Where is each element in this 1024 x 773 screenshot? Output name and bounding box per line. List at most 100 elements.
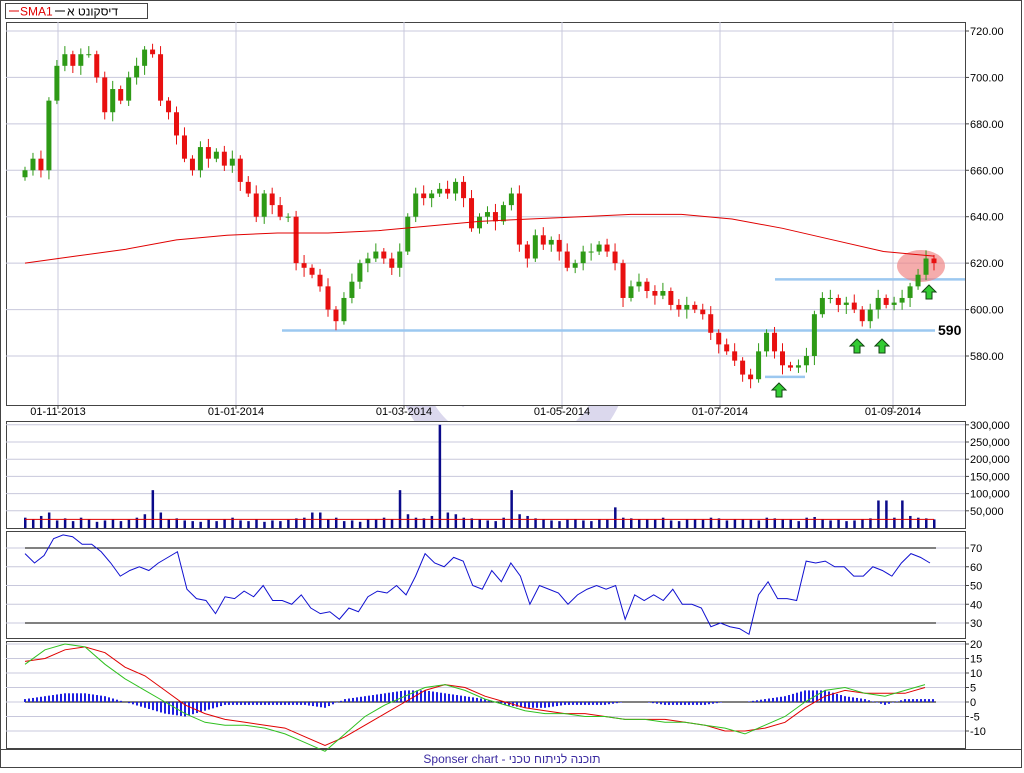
candle-body [636, 281, 642, 287]
volume-bar [55, 520, 59, 528]
macd-histogram-bar [108, 697, 110, 702]
macd-histogram-bar [908, 699, 910, 702]
volume-bar [438, 424, 442, 528]
price-y-tick-label: 720.00 [970, 26, 1004, 38]
macd-histogram-bar [468, 696, 470, 702]
candle-body [349, 281, 355, 298]
candle-body [875, 297, 881, 310]
candle-body [341, 297, 347, 322]
volume-y-tick-label: 200,000 [970, 454, 1010, 466]
macd-histogram-bar [104, 696, 106, 702]
volume-bar [677, 521, 681, 528]
volume-bar [518, 514, 521, 528]
candle-body [676, 304, 682, 310]
volume-bar [590, 521, 593, 528]
macd-histogram-bar [500, 702, 502, 704]
volume-bar [239, 520, 242, 528]
candle-body [142, 49, 148, 66]
macd-histogram-bar [804, 690, 806, 702]
price-x-label: 01-05-2014 [534, 406, 590, 418]
macd-histogram-bar [232, 702, 234, 705]
volume-bar [71, 521, 75, 528]
macd-histogram-bar [888, 702, 890, 704]
macd-histogram-bar [792, 693, 794, 702]
volume-y-tick-label: 50,000 [970, 506, 1004, 518]
candle-body [827, 297, 833, 299]
macd-histogram-bar [664, 702, 666, 705]
macd-histogram-bar [60, 693, 62, 702]
macd-histogram-bar [36, 697, 38, 702]
macd-histogram-bar [228, 702, 230, 705]
candle-body [181, 135, 187, 159]
volume-bar [797, 521, 800, 528]
candle-body [293, 216, 299, 264]
candle-body [787, 365, 793, 368]
macd-histogram-bar [592, 702, 594, 705]
candle-body [931, 258, 937, 264]
candle-body [819, 297, 825, 315]
candle-body [158, 54, 164, 101]
macd-histogram-bar [660, 702, 662, 705]
candle-body [237, 158, 243, 182]
volume-bar [861, 519, 864, 528]
macd-histogram-bar [340, 700, 342, 702]
macd-histogram-bar [560, 702, 562, 706]
macd-histogram-bar [400, 690, 402, 702]
candle-body [150, 49, 156, 55]
macd-histogram-bar [476, 697, 478, 702]
macd-histogram-bar [352, 697, 354, 702]
candle-body [772, 332, 778, 352]
macd-histogram-bar [596, 702, 598, 705]
volume-bar [781, 519, 784, 528]
macd-histogram-bar [128, 702, 130, 704]
macd-histogram-bar [416, 690, 418, 702]
candle-body [732, 351, 738, 361]
volume-bar [685, 519, 689, 528]
volume-bar [159, 512, 163, 528]
volume-bar [933, 519, 936, 528]
volume-bar [430, 515, 434, 528]
candle-body [269, 193, 275, 206]
candle-body [213, 151, 219, 159]
macd-histogram-bar [420, 690, 422, 702]
volume-bar [311, 512, 314, 528]
price-y-tick-label: 660.00 [970, 165, 1004, 177]
volume-panel: 300,000 250,000 200,000 150,000 100,000 50,00… [6, 420, 1010, 529]
volume-y-tick-label: 300,000 [970, 420, 1010, 432]
macd-histogram-bar [620, 702, 622, 703]
macd-y-tick-label: 0 [970, 697, 976, 709]
volume-bar [414, 517, 418, 528]
macd-histogram-bar [672, 702, 674, 705]
macd-histogram-bar [848, 696, 850, 702]
candle-body [229, 158, 235, 166]
candle-body [453, 181, 459, 194]
candle-body [508, 193, 514, 206]
macd-histogram-bar [548, 702, 550, 708]
volume-bar [661, 517, 665, 528]
volume-bar [119, 521, 123, 528]
volume-bar [526, 515, 529, 528]
candle-body [30, 158, 36, 171]
candle-body [86, 54, 92, 56]
macd-histogram-bar [52, 695, 54, 702]
volume-bar [693, 519, 697, 528]
volume-bar [765, 517, 769, 528]
candle-body [413, 193, 419, 217]
candle-body [301, 263, 307, 268]
volume-bar [725, 520, 729, 528]
macd-histogram-bar [516, 702, 518, 707]
macd-histogram-bar [328, 702, 330, 707]
volume-bar [327, 519, 330, 528]
price-panel: 720.00 700.00 680.00 660.00 640.00 620.00 600.… [6, 22, 1004, 418]
volume-bar [717, 518, 721, 528]
volume-bar [255, 519, 258, 528]
macd-histogram-bar [576, 702, 578, 705]
macd-histogram-bar [860, 698, 862, 702]
macd-histogram-bar [72, 693, 74, 702]
volume-bar [741, 519, 745, 528]
candle-body [261, 193, 267, 217]
macd-histogram-bar [656, 702, 658, 704]
macd-histogram-bar [160, 702, 162, 713]
price-x-label: 01-03-2014 [376, 406, 432, 418]
volume-bar [271, 520, 274, 528]
